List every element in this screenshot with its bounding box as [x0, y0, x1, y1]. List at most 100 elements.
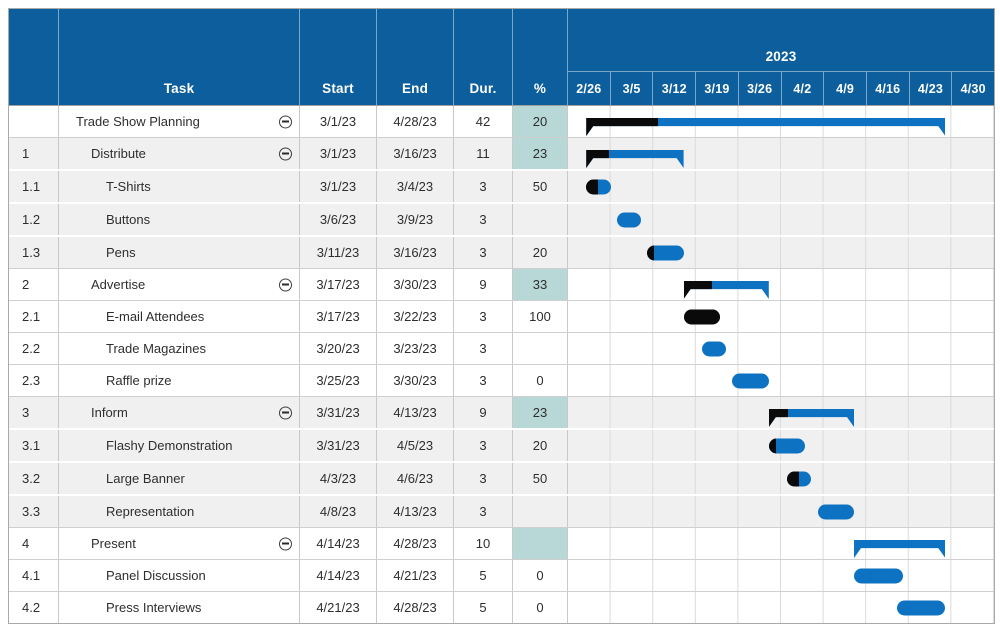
summary-bar[interactable] [586, 118, 945, 136]
task-bar[interactable] [896, 600, 946, 615]
header-row: Task Start End Dur. % 2023 2/26 3/5 3/12 3/… [9, 9, 994, 105]
week-label: 4/16 [867, 72, 910, 105]
minus-glyph [282, 411, 289, 414]
gantt-chart: Task Start End Dur. % 2023 2/26 3/5 3/12 3/… [8, 8, 995, 624]
percent-cell: 0 [513, 592, 568, 623]
week-label: 4/23 [910, 72, 953, 105]
week-label: 3/19 [696, 72, 739, 105]
wbs-cell: 2.3 [9, 365, 59, 396]
percent-cell: 50 [513, 463, 568, 494]
task-bar[interactable] [768, 438, 806, 453]
percent-cell: 23 [513, 138, 568, 169]
end-date-cell: 4/28/23 [377, 528, 454, 559]
end-date-cell: 3/16/23 [377, 138, 454, 169]
progress-fill [684, 281, 712, 299]
task-bar[interactable] [854, 568, 903, 583]
start-date-cell: 3/31/23 [300, 397, 377, 428]
start-date-cell: 3/1/23 [300, 171, 377, 202]
header-task-column: Task [59, 9, 300, 105]
start-date-cell: 4/14/23 [300, 528, 377, 559]
duration-cell: 3 [454, 204, 513, 235]
end-date-cell: 3/16/23 [377, 237, 454, 268]
start-date-cell: 3/6/23 [300, 204, 377, 235]
task-cell: Flashy Demonstration [59, 430, 300, 461]
week-label: 3/26 [739, 72, 782, 105]
task-name: Advertise [91, 277, 146, 292]
start-date-cell: 4/21/23 [300, 592, 377, 623]
duration-cell: 9 [454, 397, 513, 428]
task-cell: Buttons [59, 204, 300, 235]
end-date-cell: 4/6/23 [377, 463, 454, 494]
end-date-cell: 3/30/23 [377, 269, 454, 300]
task-bar[interactable] [616, 212, 641, 227]
progress-fill [787, 471, 800, 486]
task-cell: T-Shirts [59, 171, 300, 202]
timeline-cell [568, 397, 994, 428]
task-bar[interactable] [586, 179, 611, 194]
wbs-cell: 1.3 [9, 237, 59, 268]
duration-cell: 3 [454, 463, 513, 494]
task-row: 3.2 Large Banner 4/3/23 4/6/23 3 50 [9, 461, 994, 494]
summary-bar[interactable] [769, 409, 854, 427]
minus-glyph [282, 120, 289, 123]
timeline-cell [568, 496, 994, 527]
start-date-cell: 4/3/23 [300, 463, 377, 494]
duration-cell: 9 [454, 269, 513, 300]
start-date-cell: 3/25/23 [300, 365, 377, 396]
task-cell: Pens [59, 237, 300, 268]
summary-bar[interactable] [586, 150, 683, 168]
end-date-cell: 4/13/23 [377, 397, 454, 428]
collapse-minus-icon[interactable] [279, 406, 292, 419]
collapse-minus-icon[interactable] [279, 147, 292, 160]
percent-cell [513, 496, 568, 527]
percent-cell: 23 [513, 397, 568, 428]
task-cell: Raffle prize [59, 365, 300, 396]
duration-cell: 3 [454, 237, 513, 268]
timeline-cell [568, 365, 994, 396]
wbs-cell [9, 106, 59, 137]
duration-cell: 3 [454, 365, 513, 396]
timeline-cell [568, 333, 994, 364]
timeline-cell [568, 237, 994, 268]
task-row: 1.2 Buttons 3/6/23 3/9/23 3 [9, 202, 994, 235]
end-date-cell: 3/23/23 [377, 333, 454, 364]
percent-cell: 50 [513, 171, 568, 202]
task-bar[interactable] [683, 309, 721, 324]
task-name: Inform [91, 405, 128, 420]
task-row: 4.1 Panel Discussion 4/14/23 4/21/23 5 0 [9, 559, 994, 591]
timeline-cell [568, 106, 994, 137]
timeline-cell [568, 171, 994, 202]
task-bar[interactable] [817, 504, 854, 519]
timeline-cell [568, 528, 994, 559]
collapse-minus-icon[interactable] [279, 115, 292, 128]
summary-bar[interactable] [854, 540, 945, 558]
end-date-cell: 4/21/23 [377, 560, 454, 591]
timeline-cell [568, 301, 994, 332]
task-cell: Inform [59, 397, 300, 428]
task-bar[interactable] [647, 245, 684, 260]
duration-cell: 3 [454, 171, 513, 202]
task-row: 1 Distribute 3/1/23 3/16/23 11 23 [9, 137, 994, 169]
progress-fill [647, 245, 655, 260]
minus-glyph [282, 542, 289, 545]
task-name: Distribute [91, 146, 146, 161]
progress-fill [586, 179, 599, 194]
percent-cell: 20 [513, 430, 568, 461]
task-bar[interactable] [701, 341, 727, 356]
timeline-cell [568, 204, 994, 235]
wbs-cell: 4 [9, 528, 59, 559]
task-name: Pens [106, 245, 136, 260]
progress-fill [683, 309, 721, 324]
collapse-minus-icon[interactable] [279, 278, 292, 291]
summary-bar[interactable] [684, 281, 769, 299]
task-bar[interactable] [732, 373, 769, 388]
duration-cell: 5 [454, 560, 513, 591]
duration-cell: 3 [454, 496, 513, 527]
start-date-cell: 3/1/23 [300, 138, 377, 169]
task-cell: Advertise [59, 269, 300, 300]
week-label: 3/12 [653, 72, 697, 105]
percent-cell: 20 [513, 106, 568, 137]
collapse-minus-icon[interactable] [279, 537, 292, 550]
start-date-cell: 3/1/23 [300, 106, 377, 137]
task-bar[interactable] [787, 471, 812, 486]
